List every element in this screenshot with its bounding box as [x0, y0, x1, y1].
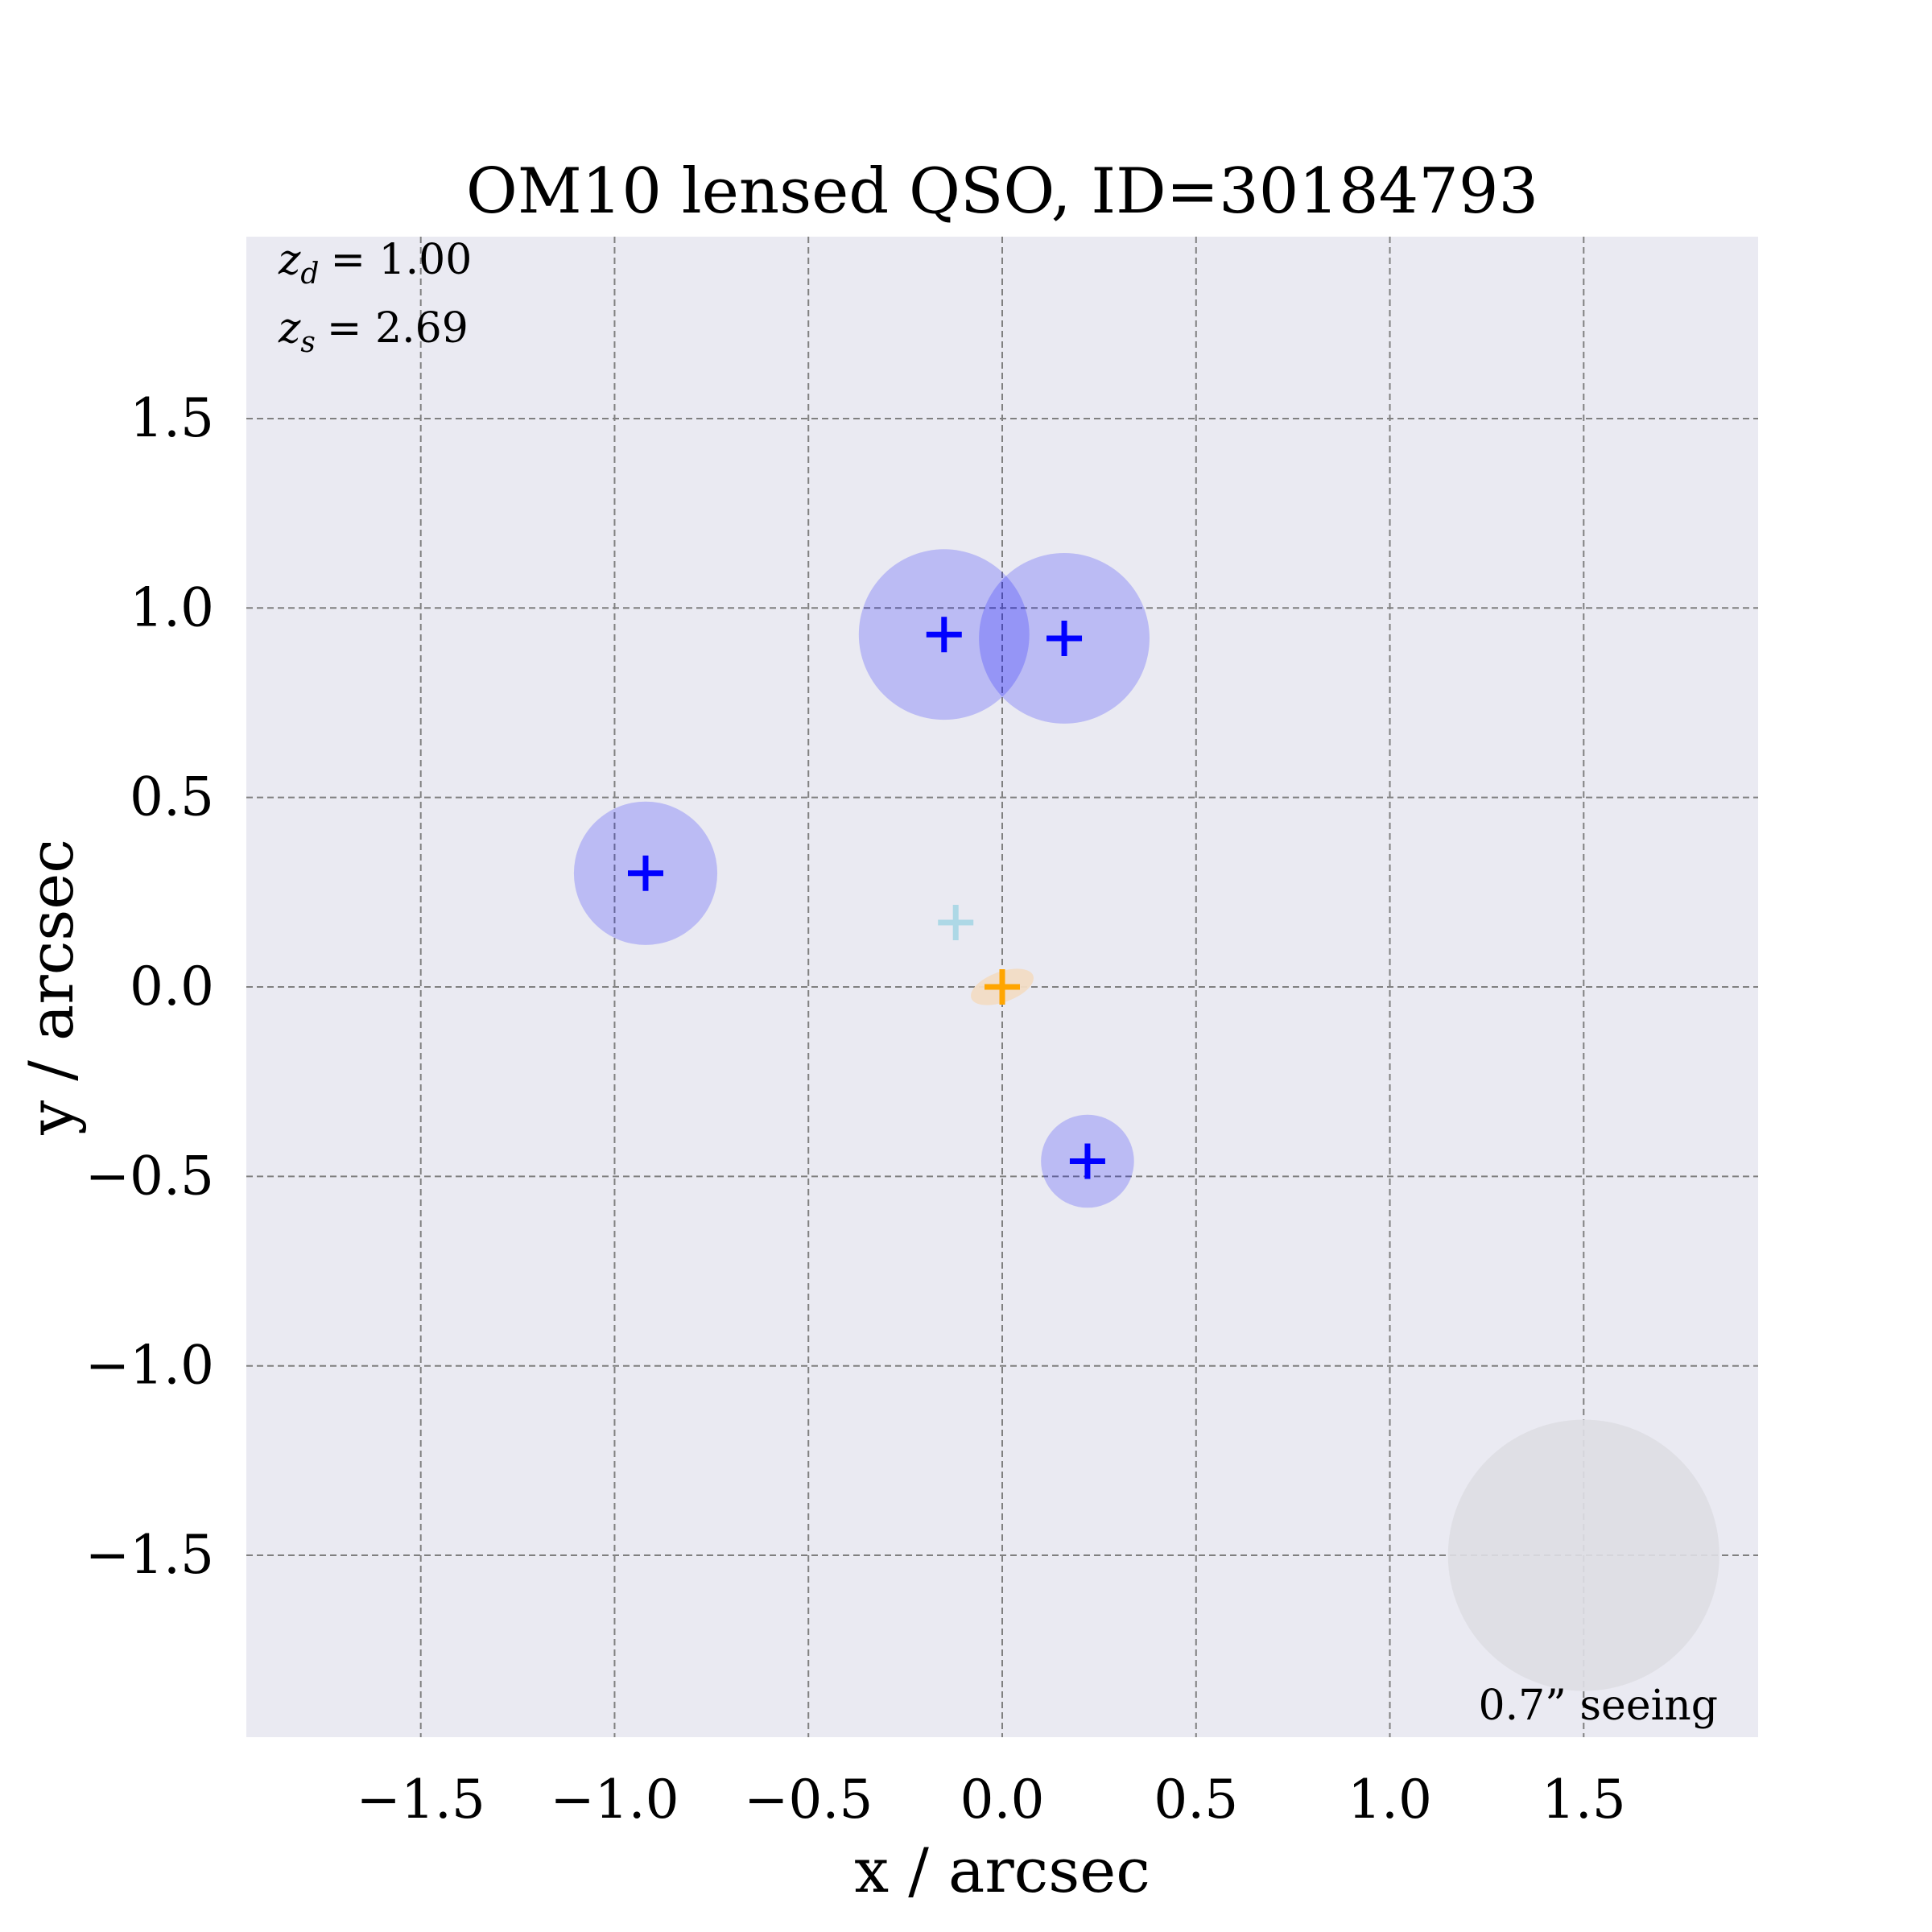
- tick-labels: −1.5 −1.0 −0.5 0.0 0.5 1.0 1.5 −1.5 −1.0 −0.5 0.0 0…: [85, 387, 1626, 1831]
- qso-image-marker: [627, 855, 663, 891]
- x-tick-label: −0.5: [744, 1769, 873, 1831]
- y-tick-label: −1.5: [85, 1524, 214, 1586]
- qso-image-marker: [926, 617, 962, 653]
- x-tick-label: −1.5: [357, 1769, 485, 1831]
- y-tick-label: 1.0: [130, 576, 214, 638]
- x-tick-label: 1.0: [1348, 1769, 1432, 1831]
- y-tick-label: −0.5: [85, 1145, 214, 1207]
- y-axis-label: y / arcsec: [15, 839, 87, 1136]
- y-tick-label: −1.0: [85, 1335, 214, 1397]
- x-tick-label: 0.0: [960, 1769, 1045, 1831]
- zd-annotation: zd = 1.00: [278, 236, 472, 291]
- zs-annotation: zs = 2.69: [278, 304, 469, 359]
- chart-title: OM10 lensed QSO, ID=30184793: [466, 155, 1538, 228]
- y-tick-label: 1.5: [130, 387, 214, 449]
- x-axis-label: x / arcsec: [854, 1835, 1150, 1906]
- qso-image-marker: [1069, 1143, 1105, 1179]
- x-tick-label: 1.5: [1542, 1769, 1626, 1831]
- chart-marks: [573, 549, 1719, 1691]
- x-tick-label: −1.0: [550, 1769, 679, 1831]
- lens-marker: [985, 969, 1020, 1005]
- x-tick-label: 0.5: [1154, 1769, 1238, 1831]
- seeing-label: 0.7” seeing: [1479, 1682, 1718, 1730]
- qso-image-marker: [1046, 620, 1083, 656]
- source-marker: [938, 904, 974, 940]
- y-tick-label: 0.0: [130, 956, 214, 1018]
- y-tick-label: 0.5: [130, 766, 214, 828]
- seeing-disk: [1447, 1419, 1719, 1691]
